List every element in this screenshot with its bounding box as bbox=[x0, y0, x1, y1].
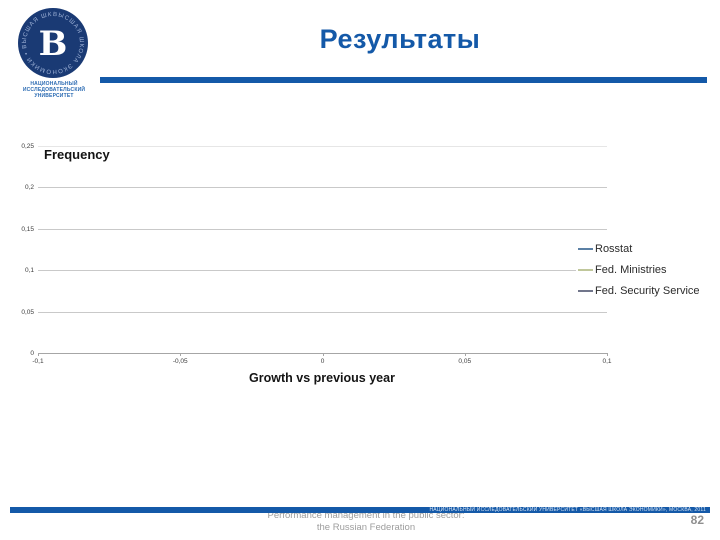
legend-item: Fed. Security Service bbox=[578, 280, 700, 301]
x-tick-label: -0,1 bbox=[32, 358, 44, 365]
slide-title: Результаты bbox=[319, 24, 481, 54]
hse-logo: ВЫСШАЯ ШКОЛА ЭКОНОМИКИ • ВЫСШАЯ ШКОЛА ЭК… bbox=[16, 6, 88, 78]
logo-caption-line2: УНИВЕРСИТЕТ bbox=[34, 93, 74, 99]
y-tick-label: 0,05 bbox=[21, 308, 34, 316]
y-grid-line bbox=[38, 146, 607, 147]
logo-monogram: В bbox=[39, 24, 68, 64]
footer-caption-line2: the Russian Federation bbox=[316, 521, 416, 533]
y-tick-label: 0,1 bbox=[24, 267, 34, 275]
x-tick-mark bbox=[38, 353, 39, 356]
page-number: 82 bbox=[690, 513, 704, 527]
x-axis-title: Growth vs previous year bbox=[249, 371, 395, 385]
x-tick-mark bbox=[180, 353, 182, 356]
y-grid-line bbox=[38, 311, 607, 313]
footer-bar: НАЦИОНАЛЬНЫЙ ИССЛЕДОВАТЕЛЬСКИЙ УНИВЕРСИТ… bbox=[10, 507, 710, 513]
y-tick-label: 0,2 bbox=[24, 184, 34, 192]
y-axis-title: Frequency bbox=[44, 147, 110, 162]
y-grid-line bbox=[38, 187, 607, 189]
x-tick-mark bbox=[322, 353, 324, 356]
header-rule bbox=[100, 77, 707, 83]
chart-legend: Rosstat Fed. Ministries Fed. Security Serv… bbox=[576, 237, 702, 302]
y-tick-label: 0 bbox=[30, 350, 34, 357]
legend-label: Rosstat bbox=[595, 242, 633, 255]
x-tick-label: 0,1 bbox=[602, 358, 612, 365]
legend-line-marker bbox=[578, 247, 593, 250]
x-tick-label: 0,05 bbox=[458, 358, 472, 365]
footer-bar-text: НАЦИОНАЛЬНЫЙ ИССЛЕДОВАТЕЛЬСКИЙ УНИВЕРСИТ… bbox=[429, 507, 706, 513]
x-tick-mark bbox=[464, 353, 466, 356]
legend-label: Fed. Security Service bbox=[595, 284, 700, 297]
logo-caption-line1: НАЦИОНАЛЬНЫЙ ИССЛЕДОВАТЕЛЬСКИЙ bbox=[22, 81, 86, 93]
x-tick-label: -0,05 bbox=[172, 358, 188, 365]
y-grid-line bbox=[38, 228, 607, 230]
logo-circle bbox=[18, 8, 88, 78]
y-grid-line bbox=[38, 270, 607, 272]
y-tick-label: 0,25 bbox=[21, 143, 34, 150]
logo-caption: НАЦИОНАЛЬНЫЙ ИССЛЕДОВАТЕЛЬСКИЙ УНИВЕРСИТ… bbox=[0, 81, 108, 99]
x-tick-label: 0 bbox=[320, 358, 325, 365]
x-tick-mark bbox=[607, 353, 608, 356]
y-tick-label: 0,15 bbox=[21, 225, 34, 233]
legend-label: Fed. Ministries bbox=[595, 263, 667, 276]
footer-caption-line1: Performance management in the public sec… bbox=[267, 510, 465, 521]
legend-line-marker bbox=[578, 268, 593, 271]
legend-item: Rosstat bbox=[578, 238, 700, 259]
footer-caption: Performance management in the public sec… bbox=[166, 510, 566, 533]
legend-line-marker bbox=[578, 289, 593, 292]
legend-item: Fed. Ministries bbox=[578, 259, 700, 280]
